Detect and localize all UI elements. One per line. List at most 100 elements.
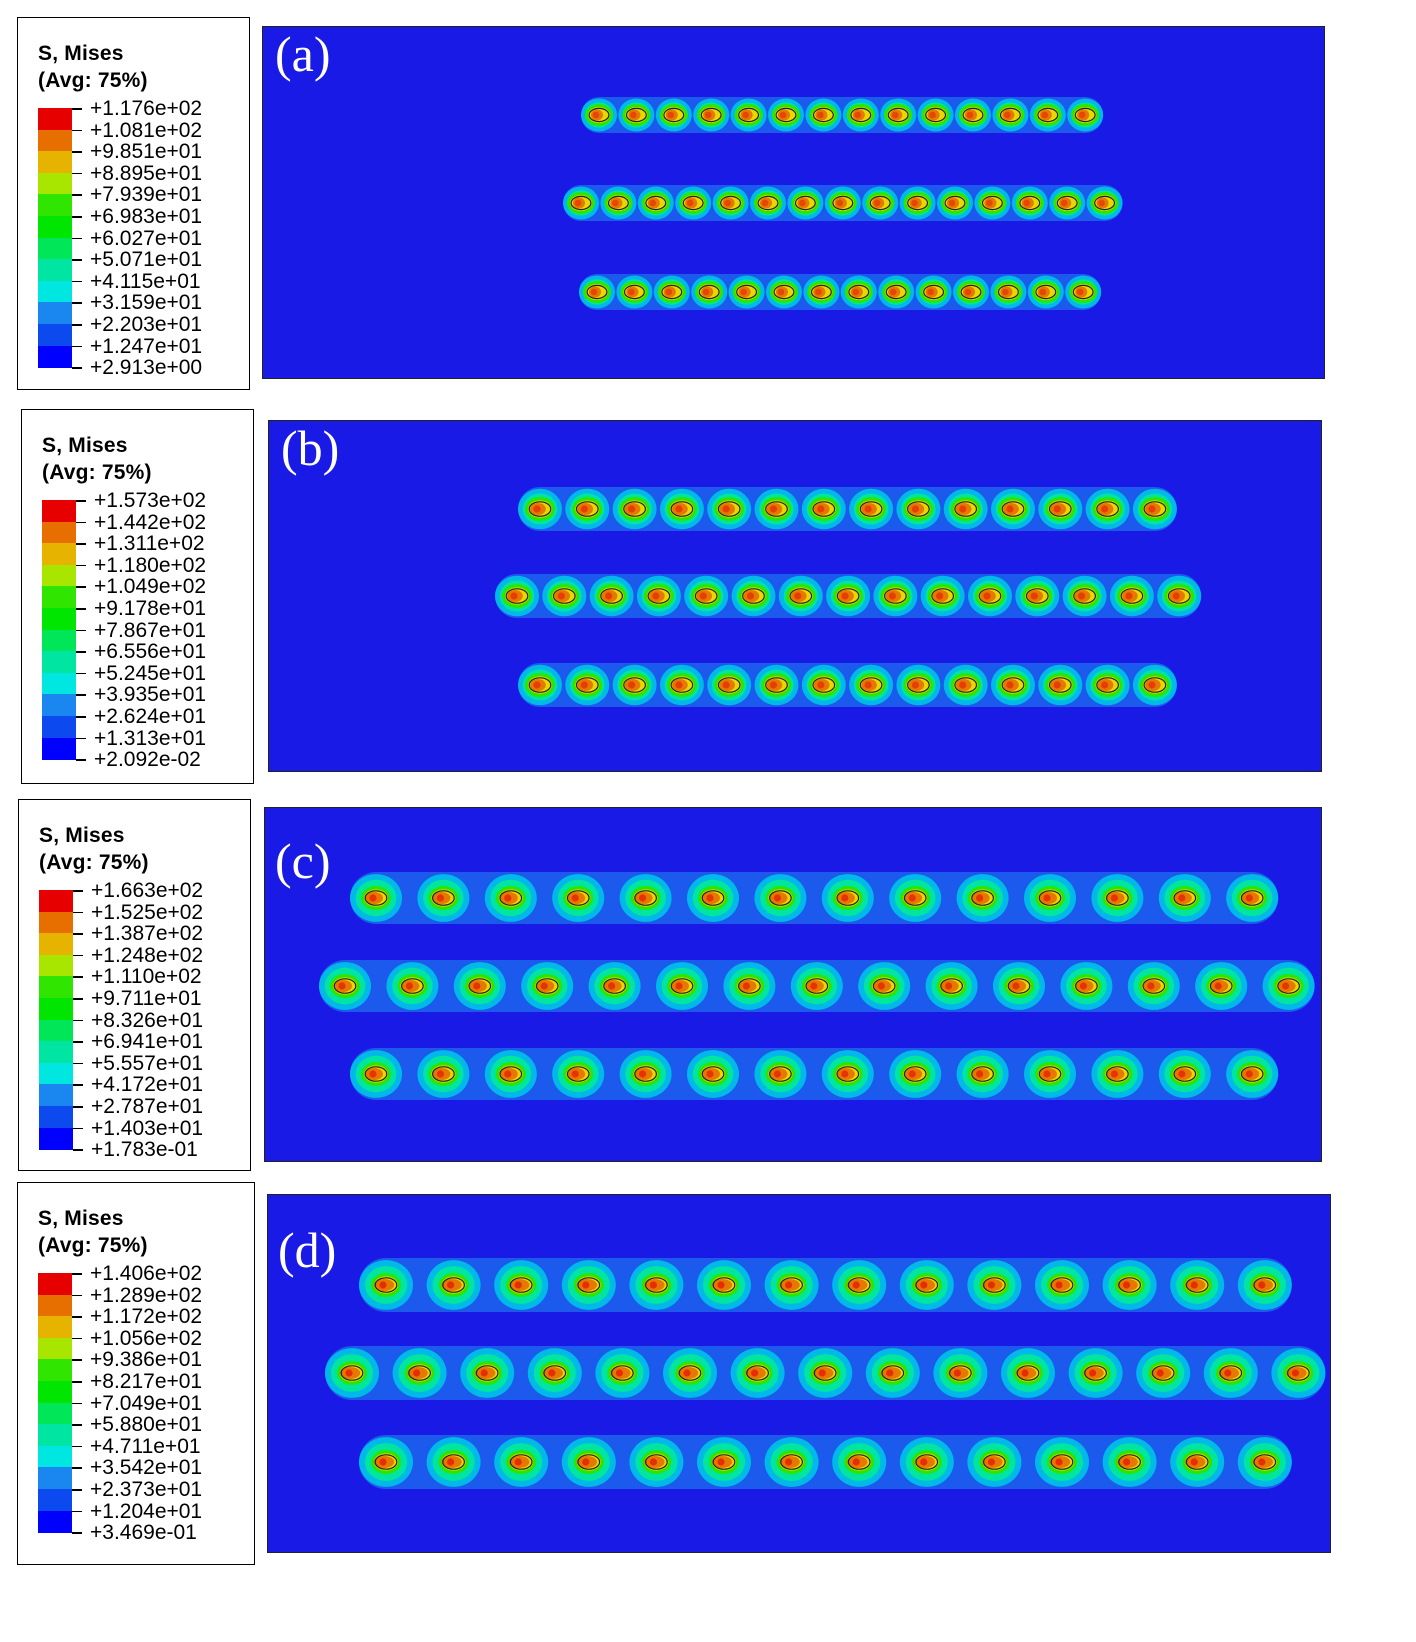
weld-spot [350,1050,402,1098]
color-band [38,151,72,174]
legend-tick [72,194,82,196]
weld-spot [1062,575,1107,617]
legend-tick [72,280,82,283]
weld-spot [494,1260,549,1310]
legend-value: +7.049e+01 [90,1391,203,1415]
legend-tick [72,1381,82,1383]
color-band [39,1106,73,1129]
color-band [39,1062,73,1085]
legend-value: +6.983e+01 [90,205,203,228]
legend-subtitle: (Avg: 75%) [38,69,148,92]
legend-title: S, Mises [42,434,128,457]
weld-spot [1024,1050,1076,1098]
color-band [38,1359,72,1382]
color-band [39,890,73,913]
legend-value: +8.895e+01 [90,161,203,185]
weld-spot [899,1260,954,1310]
legend-tick [76,672,86,675]
color-band [39,1041,73,1064]
legend-subtitle: (Avg: 75%) [38,1234,148,1257]
color-band [38,1294,72,1317]
weld-spot [842,98,879,132]
weld-spot [750,186,786,220]
color-band [42,608,76,631]
stress-field-d [268,1195,1330,1552]
weld-spot [943,488,988,530]
weld-spot [754,488,799,530]
color-band [38,1273,72,1296]
weld-spot [730,1348,785,1398]
weld-spot [521,962,574,1010]
legend-subtitle: (Avg: 75%) [42,461,152,484]
legend-tick [72,345,82,348]
weld-spot [993,962,1045,1010]
legend-value: +1.573e+02 [94,489,207,512]
color-bar [39,890,73,1150]
color-band [38,1402,72,1425]
weld-spot [1085,664,1130,706]
weld-spot [899,186,936,220]
weld-spot [659,488,704,530]
legend-title: S, Mises [38,42,124,65]
weld-spot [878,275,915,309]
legend-tick [76,608,86,610]
color-band [42,716,76,739]
legend-value: +1.180e+02 [94,553,207,577]
weld-spot [764,1437,819,1487]
weld-spot [889,1050,942,1098]
weld-spot [862,186,899,220]
color-band [39,1084,73,1107]
weld-spot [1157,575,1202,617]
weld-spot [896,488,941,530]
legend-value: +6.941e+01 [91,1030,204,1054]
color-band [42,737,76,760]
weld-spot [460,1348,515,1398]
legend-value: +1.406e+02 [90,1262,203,1285]
weld-spot [1035,1260,1089,1310]
legend-value: +1.247e+01 [90,334,203,358]
weld-spot [495,575,539,617]
legend-tick [76,586,86,588]
weld-spot [1170,1260,1225,1310]
weld-spot [840,275,877,309]
weld-spot [359,1260,413,1310]
weld-spot [896,664,941,706]
weld-spot [849,488,894,530]
weld-spot [697,1437,751,1487]
color-band [39,976,73,999]
weld-spot [707,664,752,706]
weld-spot [359,1437,413,1487]
weld-spot [925,962,978,1010]
weld-spot [656,962,708,1010]
color-band [42,672,76,695]
weld-spot [730,98,767,132]
weld-spot [824,186,861,220]
color-band [38,1337,72,1360]
color-bar [38,108,72,368]
color-band [38,1489,72,1512]
weld-spot [518,664,562,706]
panel-label: (c) [275,833,331,889]
legend-tick [72,151,82,153]
legend-value: +9.851e+01 [90,140,203,164]
weld-spot [619,874,672,922]
weld-spot [865,1348,920,1398]
legend-value: +6.556e+01 [94,640,207,664]
weld-spot [1035,1437,1089,1487]
weld-spot [1027,275,1064,309]
color-band [38,1510,72,1533]
weld-spot [992,98,1029,132]
legend-value: +6.027e+01 [90,226,203,250]
legend-value: +8.326e+01 [91,1008,204,1032]
legend-tick [72,1510,82,1513]
weld-spot [1068,1348,1123,1398]
color-band [42,564,76,587]
weld-spot [552,874,605,922]
color-band [38,302,72,325]
color-band [38,129,72,152]
weld-spot [1015,575,1060,617]
weld-spot [880,98,917,132]
legend-tick [76,543,86,545]
legend-value: +3.469e-01 [90,1521,197,1545]
weld-spot [723,962,776,1010]
